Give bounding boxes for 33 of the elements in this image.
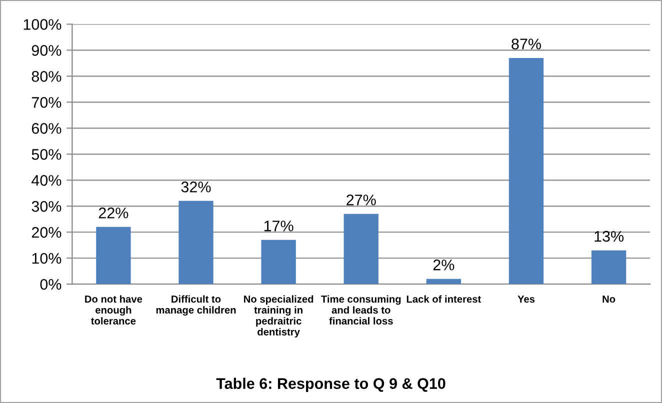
data-label: 22% <box>98 208 128 218</box>
x-tick-label: Time consuming and leads to financial loss <box>321 295 401 325</box>
x-tick-label: No specialized training in pedraitric dentistry <box>244 295 314 338</box>
y-tick-label: 90% <box>32 45 62 56</box>
bar <box>344 214 378 284</box>
y-tick-label: 80% <box>32 71 62 82</box>
x-tick-label: Yes <box>518 296 535 303</box>
y-tick-label: 20% <box>32 226 62 238</box>
y-tick-label: 70% <box>32 97 62 108</box>
data-label: 17% <box>264 220 294 232</box>
data-label: 87% <box>512 38 541 50</box>
text: Table 6: Response to Q 9 & Q10 <box>216 378 446 392</box>
bar <box>591 250 626 284</box>
y-tick-label: 40% <box>32 175 62 186</box>
y-tick-label: 0% <box>40 278 62 290</box>
x-tick-label: Difficult to manage children <box>156 295 236 316</box>
y-tick-label: 10% <box>32 252 62 264</box>
data-label: 13% <box>594 230 624 242</box>
bar <box>508 58 544 284</box>
y-tick-label: 60% <box>32 123 62 134</box>
bar <box>261 240 296 284</box>
x-tick-label: No <box>602 296 616 303</box>
bar <box>426 278 462 284</box>
x-tick-label: Do not have enough tolerance <box>85 295 142 325</box>
y-tick-label: 50% <box>32 149 62 160</box>
data-label: 2% <box>433 260 454 270</box>
x-tick-label: Lack of interest <box>406 295 482 303</box>
bar <box>96 226 131 284</box>
data-label: 32% <box>181 182 211 192</box>
y-tick-label: 30% <box>32 201 62 212</box>
y-tick-label: 100% <box>24 19 62 30</box>
data-label: 27% <box>346 194 376 206</box>
bar <box>178 200 214 284</box>
